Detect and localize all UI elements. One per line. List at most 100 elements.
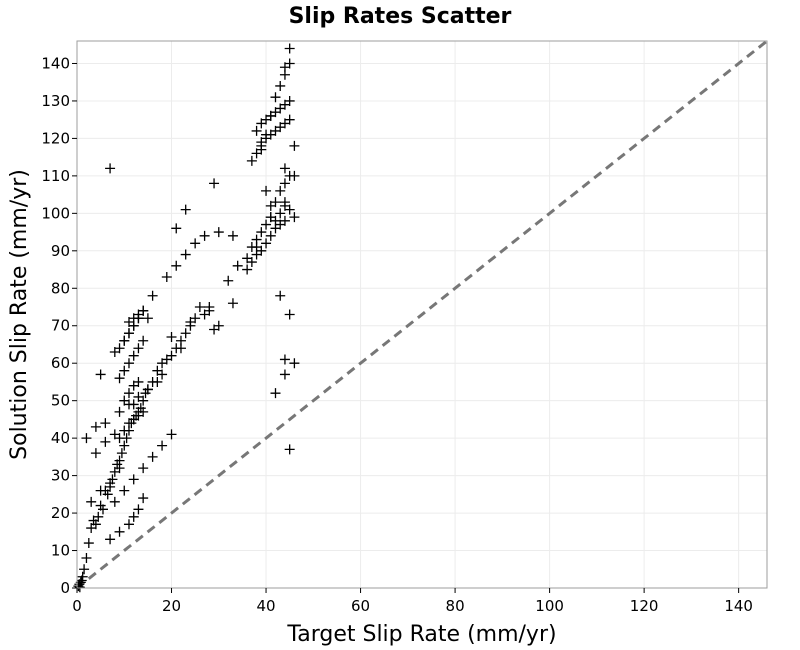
data-point	[180, 204, 191, 215]
data-point	[123, 519, 134, 530]
y-tick-label: 80	[51, 279, 70, 297]
data-point	[256, 144, 267, 155]
data-point	[102, 489, 113, 500]
data-point	[265, 212, 276, 223]
data-point	[95, 485, 106, 496]
data-point	[114, 406, 125, 417]
data-point	[213, 227, 224, 238]
x-tick-label: 20	[162, 597, 181, 615]
plot-frame	[76, 40, 768, 589]
data-point	[147, 290, 158, 301]
data-point	[114, 526, 125, 537]
data-point	[232, 260, 243, 271]
data-point	[199, 230, 210, 241]
data-point	[242, 264, 253, 275]
data-point	[289, 212, 300, 223]
data-point	[166, 350, 177, 361]
data-point	[246, 155, 257, 166]
data-point	[90, 519, 101, 530]
y-tick-label: 20	[51, 504, 70, 522]
data-point	[109, 496, 120, 507]
data-point	[289, 358, 300, 369]
y-tick-label: 30	[51, 467, 70, 485]
data-point	[284, 444, 295, 455]
data-point	[261, 238, 272, 249]
data-point	[147, 451, 158, 462]
data-point	[185, 316, 196, 327]
data-point	[270, 388, 281, 399]
data-point	[275, 185, 286, 196]
y-tick-label: 60	[51, 354, 70, 372]
data-point	[279, 62, 290, 73]
chart-title: Slip Rates Scatter	[289, 4, 512, 29]
data-point	[157, 369, 168, 380]
data-point	[95, 369, 106, 380]
data-point	[90, 448, 101, 459]
grid-lines	[76, 41, 767, 589]
data-point	[100, 418, 111, 429]
data-point	[190, 238, 201, 249]
y-tick-label: 10	[51, 542, 70, 560]
data-point	[116, 448, 127, 459]
y-tick-label: 130	[41, 92, 70, 110]
y-axis-label: Solution Slip Rate (mm/yr)	[7, 169, 32, 460]
y-tick-label: 100	[41, 204, 70, 222]
data-point	[119, 365, 130, 376]
y-tick-label: 0	[60, 579, 70, 597]
data-point	[171, 223, 182, 234]
data-point	[138, 463, 149, 474]
data-point	[204, 302, 215, 313]
data-point	[279, 178, 290, 189]
data-point	[83, 538, 94, 549]
data-point	[109, 429, 120, 440]
data-point	[161, 272, 172, 283]
x-tick-label: 0	[72, 597, 82, 615]
data-point	[114, 343, 125, 354]
data-point	[261, 185, 272, 196]
data-point	[275, 80, 286, 91]
data-point	[114, 373, 125, 384]
data-point	[261, 219, 272, 230]
data-point	[81, 433, 92, 444]
data-point	[133, 504, 144, 515]
data-point	[105, 163, 116, 174]
y-tick-label: 40	[51, 429, 70, 447]
x-axis-label: Target Slip Rate (mm/yr)	[286, 622, 556, 647]
data-point	[227, 230, 238, 241]
data-point	[279, 197, 290, 208]
data-point	[265, 110, 276, 121]
data-point	[251, 125, 262, 136]
y-tick-label: 110	[41, 167, 70, 185]
data-point	[90, 421, 101, 432]
y-tick-label: 140	[41, 54, 70, 72]
data-point	[265, 200, 276, 211]
data-point	[284, 95, 295, 106]
data-point	[284, 43, 295, 54]
reference-line-y-equals-x	[76, 39, 768, 590]
data-point	[128, 511, 139, 522]
data-point	[209, 178, 220, 189]
data-point	[279, 369, 290, 380]
data-point	[119, 335, 130, 346]
data-point	[81, 553, 92, 564]
data-point	[261, 129, 272, 140]
data-point	[157, 440, 168, 451]
data-point	[171, 260, 182, 271]
data-point	[138, 305, 149, 316]
data-point	[123, 358, 134, 369]
data-point	[119, 425, 130, 436]
data-point	[275, 208, 286, 219]
data-point	[142, 313, 153, 324]
data-point	[142, 384, 153, 395]
data-point	[123, 399, 134, 410]
data-point	[138, 335, 149, 346]
x-tick-label: 80	[446, 597, 465, 615]
y-tick-label: 120	[41, 129, 70, 147]
data-point	[119, 485, 130, 496]
data-point	[265, 230, 276, 241]
y-tick-label: 50	[51, 392, 70, 410]
data-point	[256, 227, 267, 238]
data-point	[227, 298, 238, 309]
data-point	[284, 204, 295, 215]
data-point	[180, 249, 191, 260]
